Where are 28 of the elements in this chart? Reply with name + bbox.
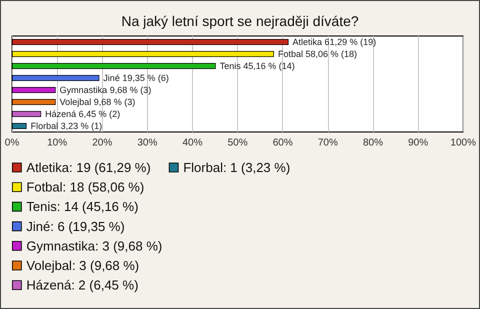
data-label: Házená 6,45 % (2): [45, 109, 120, 119]
legend-label: Házená: 2 (6,45 %): [26, 278, 138, 293]
legend-label: Volejbal: 3 (9,68 %): [26, 258, 140, 273]
x-tick-label: 100%: [450, 138, 476, 148]
data-label: Atletika 61,29 % (19): [292, 37, 376, 47]
legend-label: Jiné: 6 (19,35 %): [26, 218, 125, 234]
data-label: Jiné 19,35 % (6): [103, 73, 169, 83]
x-tick-label: 50%: [228, 138, 248, 148]
chart-title: Na jaký letní sport se nejraději díváte?: [121, 13, 359, 29]
data-label: Gymnastika 9,68 % (3): [60, 85, 152, 95]
x-tick-label: 80%: [362, 138, 384, 148]
legend-label: Fotbal: 18 (58,06 %): [26, 180, 144, 195]
legend-label: Atletika: 19 (61,29 %): [26, 160, 151, 175]
data-label: Tenis 45,16 % (14): [220, 61, 295, 71]
x-tick-label: 20%: [92, 138, 112, 148]
x-tick-label: 40%: [182, 138, 203, 148]
legend-label: Gymnastika: 3 (9,68 %): [26, 238, 162, 254]
x-tick-label: 60%: [272, 138, 293, 148]
x-tick-label: 0%: [4, 138, 20, 148]
x-tick-label: 70%: [318, 138, 338, 148]
data-label: Volejbal 9,68 % (3): [60, 97, 136, 107]
x-tick-label: 90%: [408, 138, 428, 148]
legend-label: Tenis: 14 (45,16 %): [26, 199, 138, 214]
data-label: Fotbal 58,06 % (18): [278, 49, 358, 59]
data-label: Florbal 3,23 % (1): [30, 121, 102, 131]
x-tick-label: 10%: [47, 138, 68, 148]
x-tick-label: 30%: [137, 138, 158, 148]
legend-label: Florbal: 1 (3,23 %): [183, 160, 290, 175]
